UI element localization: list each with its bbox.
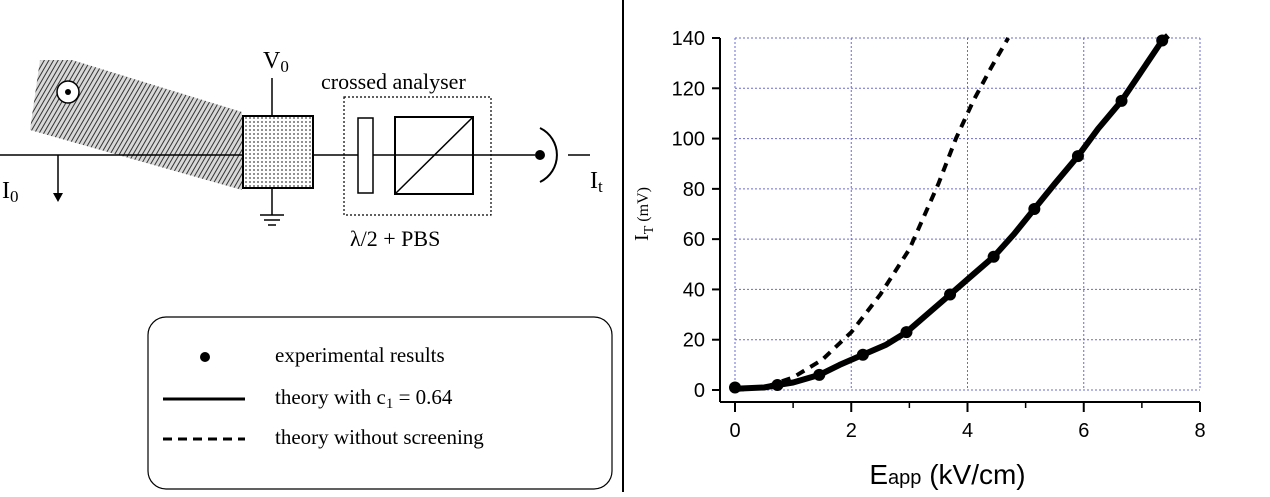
y-axis-label: IT (mV) [631,187,657,241]
input-intensity-label: I0 [2,178,19,206]
x-tick-label: 4 [962,420,973,442]
y-tick-label: 140 [672,28,705,50]
detector-arc [539,127,558,183]
polarization-dot [65,89,71,95]
pump-beam [30,60,242,190]
legend-item-experimental: experimental results [275,343,445,367]
y-tick-label: 120 [672,78,705,100]
analyser-box [343,96,492,216]
detector-dot [535,150,545,160]
data-layer [729,33,1170,394]
y-tick-label: 0 [694,380,705,402]
y-tick-label: 60 [683,229,705,251]
crystal-sample [242,115,314,189]
legend-item-theory: theory with c1 = 0.64 [275,385,453,412]
x-tick-label: 2 [846,420,857,442]
axes: 0 20 40 60 80 100 120 140 0 2 4 6 8 [672,28,1206,442]
y-tick-label: 100 [672,129,705,151]
x-tick-label: 0 [729,420,740,442]
legend-box [147,316,613,490]
legend-marker-dot [200,352,210,362]
x-axis-label: Eapp (kV/cm) [869,459,1025,490]
series-line-no-screening [734,37,1010,392]
optics-label: λ/2 + PBS [350,226,440,251]
series-line-theory [734,33,1170,392]
half-wave-plate [357,117,374,194]
setup-panel: V0 crossed analyser I0 It λ/2 + PBS expe… [0,0,620,492]
y-tick-label: 80 [683,179,705,201]
input-arrowhead [53,193,63,202]
y-tick-label: 20 [683,330,705,352]
panel-divider [622,0,624,492]
analyser-label: crossed analyser [321,69,466,94]
setup-diagram: V0 crossed analyser I0 It λ/2 + PBS expe… [0,48,613,490]
voltage-label: V0 [263,48,289,76]
y-tick-label: 40 [683,279,705,301]
x-tick-label: 8 [1194,420,1205,442]
legend-item-no-screening: theory without screening [275,425,484,449]
output-intensity-label: It [590,168,603,196]
current-vs-field-chart: 0 20 40 60 80 100 120 140 0 2 4 6 8 Eapp (kV/cm) IT … [631,28,1206,490]
chart-panel: 0 20 40 60 80 100 120 140 0 2 4 6 8 Eapp (kV/cm) IT … [620,0,1270,492]
x-tick-label: 6 [1078,420,1089,442]
